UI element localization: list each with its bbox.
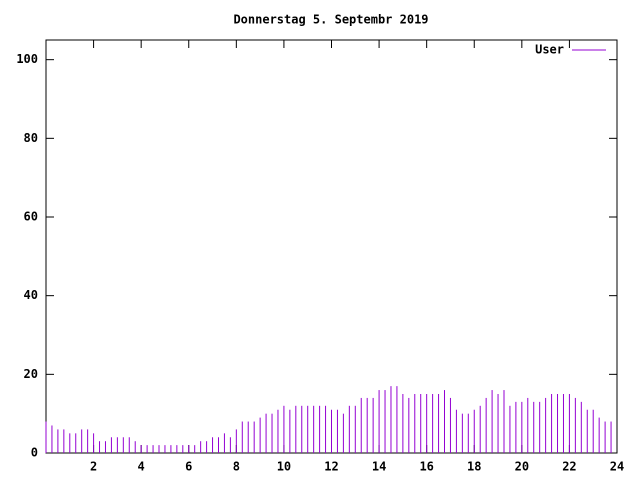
x-tick-label: 20 [515, 460, 529, 474]
x-tick-label: 14 [372, 460, 386, 474]
x-tick-label: 24 [610, 460, 624, 474]
y-tick-label: 40 [24, 288, 38, 302]
y-tick-label: 20 [24, 367, 38, 381]
x-tick-label: 10 [277, 460, 291, 474]
plot-frame [45, 39, 618, 454]
y-tick-label: 60 [24, 210, 38, 224]
x-tick-label: 22 [562, 460, 576, 474]
y-tick-label: 80 [24, 131, 38, 145]
chart-title: Donnerstag 5. Septembr 2019 [233, 13, 428, 27]
x-tick-label: 16 [419, 460, 433, 474]
x-tick-label: 6 [185, 460, 192, 474]
x-tick-label: 18 [467, 460, 481, 474]
x-tick-label: 8 [233, 460, 240, 474]
y-tick-label: 100 [16, 52, 38, 66]
x-tick-label: 2 [90, 460, 97, 474]
x-tick-label: 12 [324, 460, 338, 474]
legend-label: User [535, 43, 564, 57]
x-tick-label: 4 [138, 460, 145, 474]
y-tick-label: 0 [31, 446, 38, 460]
